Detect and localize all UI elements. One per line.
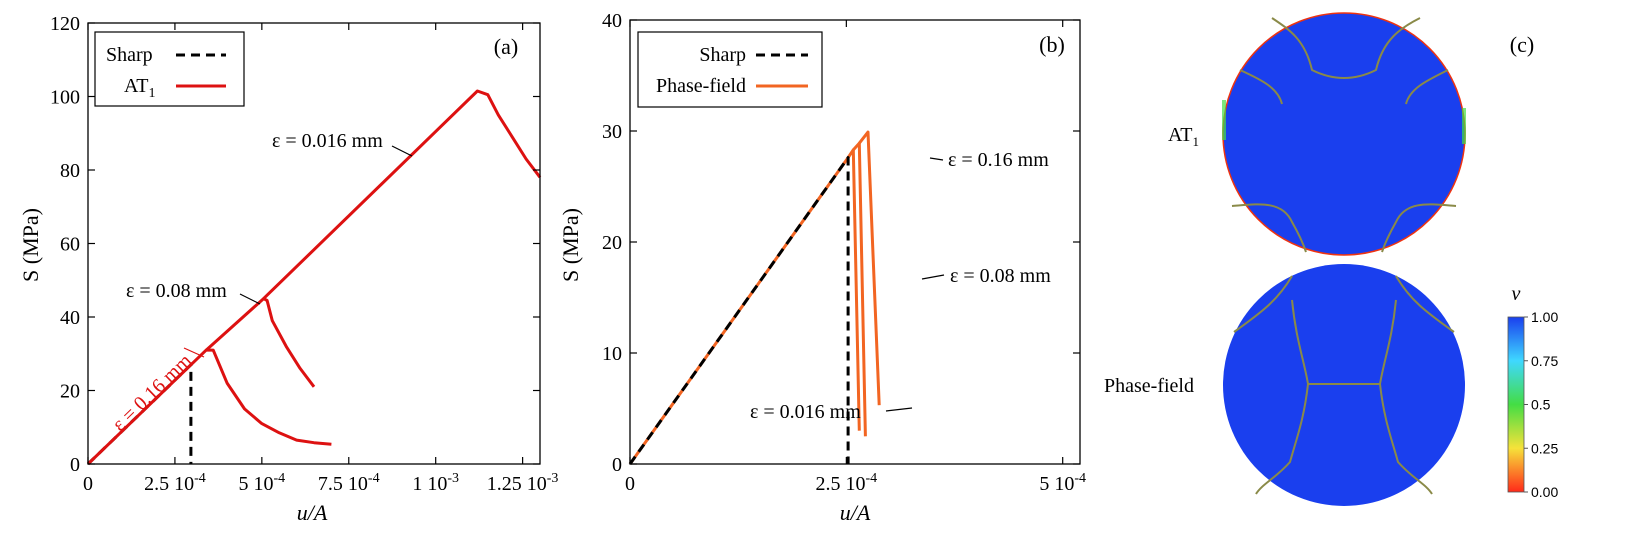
colorbar-title: v bbox=[1512, 283, 1521, 305]
xtick-label-a-2: 5 10-4 bbox=[239, 471, 286, 495]
legend-a-sharp-label: Sharp bbox=[106, 44, 153, 66]
crack-pf-left bbox=[1233, 275, 1310, 495]
ytick-label-b-3: 30 bbox=[602, 121, 622, 143]
colorbar-ticks: 1.00 0.75 0.5 0.25 0.00 bbox=[1524, 309, 1558, 500]
annot-a-008-leader bbox=[239, 293, 261, 305]
crack-pf-right bbox=[1378, 275, 1455, 495]
legend-a-at1-label: AT1 bbox=[124, 75, 155, 101]
panel-b-xlabel: u/A bbox=[840, 500, 871, 525]
panel-b-letter: (b) bbox=[1039, 32, 1065, 57]
crack-at1-top bbox=[1271, 17, 1421, 79]
xtick-label-a-0: 0 bbox=[83, 473, 93, 495]
colorbar-gradient bbox=[1507, 316, 1525, 493]
panel-a-legend: Sharp AT1 bbox=[94, 31, 245, 107]
xtick-label-b-0: 0 bbox=[625, 473, 635, 495]
panel-a-ylabel: S (MPa) bbox=[18, 208, 43, 282]
colorbar-tick-label-1: 0.75 bbox=[1531, 353, 1558, 369]
annot-a-016: ε = 0.16 mm bbox=[108, 349, 196, 435]
panel-c-letter: (c) bbox=[1510, 32, 1534, 57]
xtick-label-a-3: 7.5 10-4 bbox=[318, 471, 380, 495]
annot-b-016-leader bbox=[929, 157, 944, 161]
ytick-label-b-0: 0 bbox=[612, 454, 622, 476]
legend-b-pf-label: Phase-field bbox=[656, 75, 746, 97]
colorbar: v 1.00 0.75 0.5 0.25 0.00 bbox=[1507, 283, 1558, 500]
colorbar-tick-label-3: 0.25 bbox=[1531, 440, 1558, 456]
row-label-phase-field: Phase-field bbox=[1104, 375, 1194, 397]
disc-phase-field bbox=[1223, 264, 1465, 506]
panel-b-legend: Sharp Phase-field bbox=[637, 31, 823, 108]
ytick-label-a-2: 40 bbox=[60, 307, 80, 329]
panel-b-ylabel: S (MPa) bbox=[558, 208, 583, 282]
colorbar-tick-label-4: 0.00 bbox=[1531, 484, 1558, 500]
annot-a-008: ε = 0.08 mm bbox=[126, 280, 227, 302]
panel-a-xlabel: u/A bbox=[297, 500, 328, 525]
ytick-label-a-1: 20 bbox=[60, 381, 80, 403]
panel-a-letter: (a) bbox=[494, 34, 518, 59]
xtick-label-a-5: 1.25 10-3 bbox=[487, 471, 559, 495]
ytick-label-a-3: 60 bbox=[60, 234, 80, 256]
panel-b-chart: 0 10 20 30 40 0 2.5 10-4 5 10-4 u/A S (MPa) (b)… bbox=[558, 10, 1086, 525]
colorbar-tick-label-0: 1.00 bbox=[1531, 309, 1558, 325]
ytick-label-a-6: 120 bbox=[50, 13, 80, 35]
ytick-label-b-4: 40 bbox=[602, 10, 622, 32]
annot-b-008-leader bbox=[921, 274, 945, 280]
ytick-label-b-1: 10 bbox=[602, 343, 622, 365]
series-a-1 bbox=[86, 348, 332, 466]
annot-b-008: ε = 0.08 mm bbox=[950, 265, 1051, 287]
annot-a-0016: ε = 0.016 mm bbox=[272, 130, 383, 152]
row-label-at1: AT1 bbox=[1168, 124, 1199, 149]
ytick-label-a-4: 80 bbox=[60, 160, 80, 182]
annot-a-016-leader bbox=[183, 347, 205, 358]
ytick-label-a-5: 100 bbox=[50, 87, 80, 109]
xtick-label-b-2: 5 10-4 bbox=[1039, 471, 1086, 495]
panel-a-plot-area bbox=[86, 89, 542, 466]
series-b-2 bbox=[858, 130, 881, 406]
annot-b-0016-leader bbox=[885, 407, 913, 412]
legend-b-sharp-label: Sharp bbox=[699, 44, 746, 66]
annot-b-016: ε = 0.16 mm bbox=[948, 149, 1049, 171]
crack-at1-left-lower bbox=[1231, 203, 1307, 253]
colorbar-tick-label-2: 0.5 bbox=[1531, 397, 1551, 413]
disc-at1 bbox=[1222, 12, 1466, 256]
ytick-label-a-0: 0 bbox=[70, 454, 80, 476]
panel-a-chart: 0 20 40 60 80 100 120 0 2.5 10-4 5 10-4 7.5 10-4 1 … bbox=[18, 13, 558, 525]
panel-b-plot-area bbox=[628, 130, 881, 465]
ytick-label-b-2: 20 bbox=[602, 232, 622, 254]
series-a-3 bbox=[262, 89, 542, 300]
crack-at1-left-upper bbox=[1239, 69, 1283, 105]
panel-b-ticks: 0 10 20 30 40 0 2.5 10-4 5 10-4 bbox=[602, 10, 1086, 495]
annot-a-0016-leader bbox=[391, 145, 413, 157]
annot-b-0016: ε = 0.016 mm bbox=[750, 401, 861, 423]
xtick-label-b-1: 2.5 10-4 bbox=[816, 471, 878, 495]
series-b-3 bbox=[628, 156, 850, 465]
edge-damage-right bbox=[1462, 108, 1466, 144]
crack-at1-right-upper bbox=[1405, 69, 1449, 105]
xtick-label-a-4: 1 10-3 bbox=[412, 471, 459, 495]
crack-at1-right-lower bbox=[1381, 203, 1457, 253]
xtick-label-a-1: 2.5 10-4 bbox=[144, 471, 206, 495]
panel-c-fields: (c) AT1 Phase-field v 1.000.750.50.250. bbox=[1104, 12, 1558, 506]
panel-a-ticks: 0 20 40 60 80 100 120 0 2.5 10-4 5 10-4 7.5 10-4 1 … bbox=[50, 13, 558, 495]
edge-damage-left bbox=[1222, 100, 1226, 140]
